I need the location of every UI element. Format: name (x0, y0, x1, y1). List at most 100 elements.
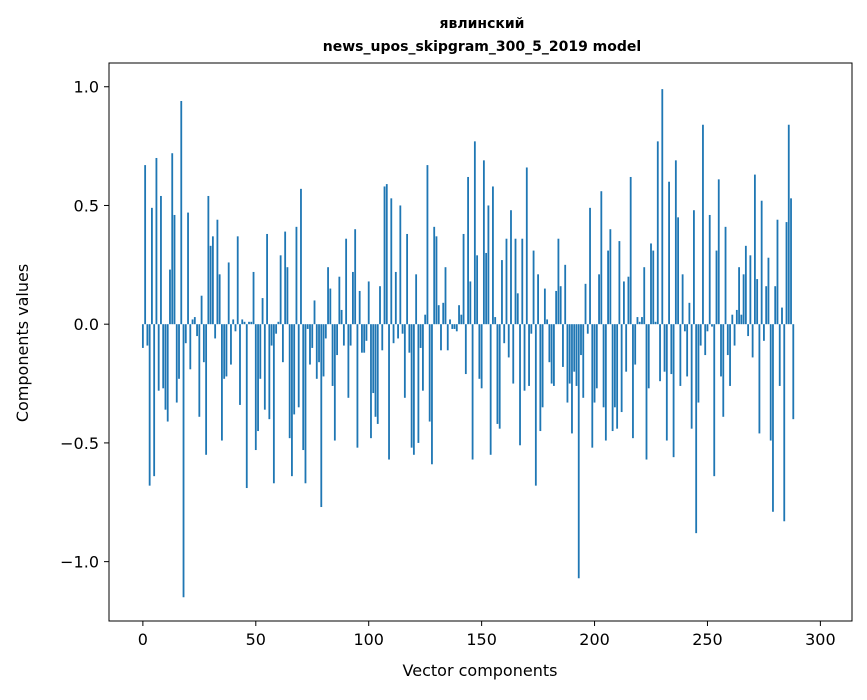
bar-138 (453, 324, 456, 329)
bar-256 (720, 324, 722, 377)
bar-164 (512, 324, 515, 384)
bar-8 (160, 195, 162, 325)
bar-146 (471, 324, 474, 460)
bar-211 (618, 241, 621, 325)
bar-116 (403, 324, 406, 398)
bar-264 (738, 267, 740, 325)
bar-27 (202, 324, 205, 363)
x-tick-label: 200 (579, 630, 610, 649)
bar-271 (753, 174, 756, 325)
bar-18 (182, 324, 185, 598)
bar-26 (200, 295, 203, 325)
bar-135 (446, 324, 449, 351)
bar-238 (679, 324, 682, 386)
bar-230 (661, 89, 664, 325)
bar-115 (401, 324, 404, 334)
bar-81 (324, 324, 327, 339)
bar-157 (496, 324, 499, 424)
bar-161 (505, 238, 508, 325)
bar-156 (494, 317, 497, 325)
bar-275 (763, 324, 765, 341)
bar-212 (620, 324, 623, 413)
bar-219 (636, 317, 639, 325)
x-axis-label: Vector components (403, 661, 558, 680)
bar-114 (399, 205, 402, 325)
bar-270 (751, 324, 754, 358)
y-axis-ticks: −1.0 −0.5 0.0 0.5 1.0 (60, 78, 109, 572)
bar-109 (388, 324, 390, 460)
bar-106 (381, 324, 384, 351)
bar-150 (480, 324, 483, 389)
bar-107 (383, 186, 386, 325)
bar-171 (528, 324, 530, 386)
bar-186 (562, 324, 564, 367)
bar-288 (792, 324, 795, 420)
bar-71 (302, 324, 305, 451)
bar-243 (690, 324, 693, 429)
bar-1 (144, 165, 147, 325)
bar-35 (221, 324, 223, 441)
bar-224 (647, 324, 650, 389)
bar-166 (516, 293, 519, 325)
bar-12 (169, 269, 171, 325)
bar-44 (241, 319, 244, 325)
bar-223 (645, 324, 648, 460)
bar-240 (683, 324, 686, 332)
bar-185 (559, 286, 562, 325)
bar-173 (532, 250, 535, 325)
bar-104 (376, 324, 379, 424)
bar-96 (358, 290, 361, 325)
bar-15 (175, 324, 178, 403)
bar-222 (643, 267, 646, 325)
bar-163 (510, 210, 512, 325)
bar-229 (659, 324, 661, 382)
bar-148 (476, 255, 479, 325)
bar-214 (625, 324, 628, 372)
bar-227 (654, 321, 657, 325)
bar-28 (205, 324, 208, 455)
bar-178 (543, 288, 546, 325)
bar-29 (207, 195, 210, 325)
bar-24 (196, 324, 198, 337)
bar-124 (422, 324, 424, 391)
bar-122 (417, 324, 420, 443)
bar-141 (460, 314, 463, 325)
bar-190 (571, 324, 573, 434)
bar-53 (261, 298, 264, 325)
bar-131 (437, 305, 440, 325)
bar-206 (607, 250, 609, 325)
bar-184 (557, 238, 560, 325)
bar-193 (577, 324, 580, 579)
bar-132 (440, 324, 442, 351)
bar-30 (209, 245, 212, 325)
bar-245 (695, 324, 698, 534)
bar-167 (519, 324, 521, 446)
bar-91 (347, 324, 350, 398)
bar-23 (193, 317, 196, 325)
bar-67 (293, 324, 296, 415)
bar-181 (550, 324, 553, 384)
bar-94 (354, 229, 357, 325)
bar-183 (555, 290, 558, 325)
bar-99 (365, 324, 368, 341)
bar-3 (148, 324, 151, 486)
bar-252 (711, 324, 713, 327)
bar-series (141, 89, 795, 598)
bar-197 (586, 324, 589, 334)
bar-273 (758, 324, 761, 434)
bar-21 (189, 324, 192, 370)
bar-176 (539, 324, 542, 432)
chart-subtitle: news_upos_skipgram_300_5_2019 model (323, 39, 641, 55)
bar-281 (776, 219, 779, 325)
bar-5 (153, 324, 156, 477)
bar-196 (584, 283, 587, 325)
bar-82 (327, 267, 329, 325)
y-tick-label: −0.5 (60, 434, 99, 453)
bar-34 (218, 274, 221, 325)
bar-140 (458, 305, 460, 325)
bar-248 (702, 124, 704, 325)
bar-204 (602, 324, 605, 408)
bar-77 (315, 324, 318, 379)
x-tick-label: 100 (353, 630, 384, 649)
bar-68 (295, 226, 298, 325)
